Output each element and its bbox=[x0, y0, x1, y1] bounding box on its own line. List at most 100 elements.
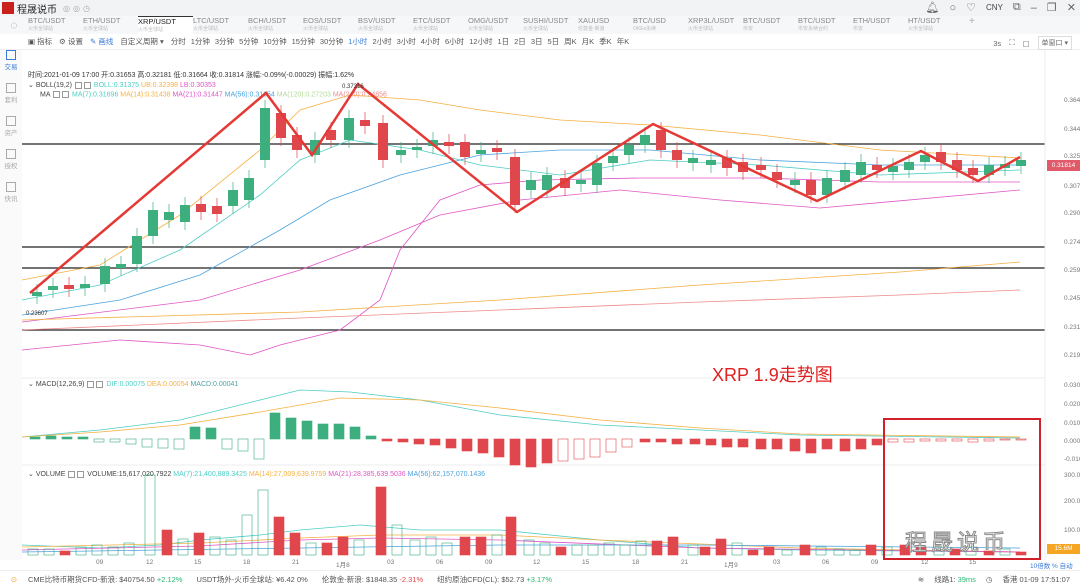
tab-eth-usdt[interactable]: ETH/USDT 火币全球站 bbox=[83, 16, 121, 33]
period-11[interactable]: 6小时 bbox=[444, 37, 465, 46]
tab-eos-usdt[interactable]: EOS/USDT 火币全球站 bbox=[303, 16, 342, 33]
boll-legend: ⌄ BOLL(19,2) BOLL:0.31375 UB:0.32398 LB:… bbox=[28, 81, 216, 89]
tab-ht-usdt[interactable]: HT/USDT 火币全球站 bbox=[908, 16, 941, 33]
price-tick: 0.24538 bbox=[1064, 295, 1080, 302]
window-mode-select[interactable]: 单窗口 ▾ bbox=[1037, 36, 1072, 50]
time-tick: 18 bbox=[243, 559, 251, 566]
volume-close-icon[interactable] bbox=[77, 470, 85, 478]
wifi-icon: ≋ bbox=[917, 575, 925, 584]
tab-eth-usdt[interactable]: ETH/USDT 币安 bbox=[853, 16, 891, 33]
time-tick: 06 bbox=[822, 559, 830, 566]
tab-xauusd[interactable]: XAUUSD 伦敦金-新浪 bbox=[578, 16, 610, 33]
ma-close-icon[interactable] bbox=[62, 91, 70, 98]
window-icon[interactable]: ▢ bbox=[1022, 38, 1030, 48]
period-14[interactable]: 2日 bbox=[514, 37, 526, 46]
currency-select[interactable]: CNY bbox=[986, 3, 1003, 12]
period-5[interactable]: 15分钟 bbox=[291, 37, 315, 46]
minimize-button[interactable]: – bbox=[1030, 1, 1037, 14]
ticker-item[interactable]: CME比特币期货CFD-新浪: $40754.50 +2.12% bbox=[28, 575, 183, 584]
time-tick: 21 bbox=[292, 559, 300, 566]
sidebar-item-2[interactable]: 资产 bbox=[0, 116, 22, 137]
restore-button[interactable]: ❐ bbox=[1046, 2, 1057, 14]
bell-icon[interactable]: 🔔︎ bbox=[925, 2, 940, 14]
ohlc-info: 时间:2021-01-09 17:00 开:0.31653 高:0.32181 … bbox=[28, 72, 355, 79]
indicators-button[interactable]: ▣ 指标 bbox=[28, 37, 53, 46]
tab-etc-usdt[interactable]: ETC/USDT 火币全球站 bbox=[413, 16, 451, 33]
tab-btc-usdt[interactable]: BTC/USDT 币安 bbox=[743, 16, 781, 33]
screenshot-icon[interactable]: ⧉ bbox=[1012, 1, 1021, 13]
tab-bch-usdt[interactable]: BCH/USDT 火币全球站 bbox=[248, 16, 287, 33]
settings-button[interactable]: ⚙ 设置 bbox=[59, 37, 83, 46]
period-8[interactable]: 2小时 bbox=[372, 37, 392, 46]
close-button[interactable]: ✕ bbox=[1066, 2, 1076, 14]
macd-tick: 0.03000 bbox=[1064, 382, 1080, 389]
ma-settings-icon[interactable] bbox=[53, 91, 61, 98]
volume-settings-icon[interactable] bbox=[68, 470, 76, 478]
period-2[interactable]: 3分钟 bbox=[214, 37, 235, 46]
tab-btc-usdt[interactable]: BTC/USDT 币安永续合约 bbox=[798, 16, 836, 33]
period-20[interactable]: 年K bbox=[616, 37, 630, 46]
clock-icon[interactable]: ◷ bbox=[82, 3, 90, 13]
period-16[interactable]: 5日 bbox=[547, 37, 560, 46]
tab-ltc-usdt[interactable]: LTC/USDT 火币全球站 bbox=[193, 16, 230, 33]
period-3[interactable]: 5分钟 bbox=[239, 37, 259, 46]
period-7[interactable]: 1小时 bbox=[348, 37, 368, 46]
chat-icon[interactable]: ○ bbox=[949, 1, 957, 14]
current-volume-tag: 15.6M bbox=[1047, 544, 1080, 554]
period-19[interactable]: 季K bbox=[599, 37, 612, 46]
custom-period-dropdown[interactable]: 自定义周期 ▾ bbox=[120, 37, 164, 46]
period-6[interactable]: 30分钟 bbox=[319, 37, 344, 46]
period-18[interactable]: 月K bbox=[581, 37, 595, 46]
period-17[interactable]: 周K bbox=[564, 37, 577, 46]
macd-tick: 0.00000 bbox=[1064, 438, 1080, 445]
axis-controls[interactable]: 10倍数 % 自动 bbox=[1030, 563, 1073, 570]
macd-close-icon[interactable] bbox=[96, 380, 104, 388]
period-13[interactable]: 1日 bbox=[497, 37, 510, 46]
symbol-tabs: ◌ BTC/USDT 火币全球站 ETH/USDT 火币全球站 XRP/USDT 火币全球… bbox=[0, 16, 1080, 34]
tab-bsv-usdt[interactable]: BSV/USDT 火币全球站 bbox=[358, 16, 396, 33]
shirt-icon[interactable]: ♡ bbox=[966, 2, 977, 14]
sidebar-item-3[interactable]: 授权 bbox=[0, 149, 22, 170]
ticker-item[interactable]: USDT场外-火币全球站: ¥6.42 0% bbox=[196, 575, 308, 584]
boll-close-icon[interactable] bbox=[83, 81, 91, 89]
app-title: 程晟说币 bbox=[17, 4, 57, 16]
price-tick: 0.36471 bbox=[1064, 97, 1080, 104]
macd-settings-icon[interactable] bbox=[87, 380, 95, 388]
period-4[interactable]: 10分钟 bbox=[263, 37, 287, 46]
tab-sushi-usdt[interactable]: SUSHI/USDT 火币全球站 bbox=[523, 16, 569, 33]
period-0[interactable]: 分时 bbox=[170, 37, 186, 46]
feedback-icon[interactable]: ⊙ bbox=[10, 575, 18, 584]
period-12[interactable]: 12小时 bbox=[469, 37, 493, 46]
draw-button[interactable]: ✎ 画线 bbox=[89, 37, 114, 46]
time-tick: 15 bbox=[582, 559, 590, 566]
tab-btc-usdt[interactable]: BTC/USDT 火币全球站 bbox=[28, 16, 66, 33]
sidebar-item-0[interactable]: 交易 bbox=[0, 50, 22, 71]
wechat-icon[interactable]: ◎ bbox=[72, 3, 80, 13]
price-tick: 0.34464 bbox=[1064, 126, 1080, 133]
tab-xrp3l-usdt[interactable]: XRP3L/USDT 火币全球站 bbox=[688, 16, 735, 33]
ma-legend: MA MA(7):0.31696 MA(14):0.31438 MA(21):0… bbox=[40, 91, 387, 99]
refresh-interval[interactable]: 3s bbox=[993, 38, 1002, 48]
sidebar-icon bbox=[6, 83, 16, 93]
add-tab-button[interactable]: + bbox=[969, 16, 975, 27]
period-15[interactable]: 3日 bbox=[530, 37, 543, 46]
tab-omg-usdt[interactable]: OMG/USDT 火币全球站 bbox=[468, 16, 509, 33]
tab-btc-usd[interactable]: BTC/USD OKEx永续 bbox=[633, 16, 666, 33]
period-9[interactable]: 3小时 bbox=[396, 37, 416, 46]
period-1[interactable]: 1分钟 bbox=[190, 37, 210, 46]
macd-legend: ⌄ MACD(12,26,9) DIF:0.00075 DEA:0.00054 … bbox=[28, 380, 239, 388]
ticker-item[interactable]: 纽约原油CFD(CL): $52.73 +3.17% bbox=[437, 575, 553, 584]
boll-settings-icon[interactable] bbox=[74, 81, 82, 89]
volume-tick: 300.00M bbox=[1064, 472, 1080, 479]
fullscreen-icon[interactable]: ⛶ bbox=[1009, 38, 1015, 47]
macd-tick: 0.02000 bbox=[1064, 401, 1080, 408]
period-10[interactable]: 4小时 bbox=[420, 37, 440, 46]
time-tick: 03 bbox=[387, 559, 395, 566]
weibo-icon[interactable]: ◎ bbox=[63, 3, 70, 13]
ticker-item[interactable]: 伦敦金-新浪: $1848.35 -2.31% bbox=[321, 575, 424, 584]
globe-icon[interactable]: ◌ bbox=[10, 18, 18, 32]
sidebar-item-1[interactable]: 套利 bbox=[0, 83, 22, 104]
sidebar-item-4[interactable]: 快讯 bbox=[0, 182, 22, 203]
tab-xrp-usdt[interactable]: XRP/USDT 火币全球站 bbox=[138, 16, 193, 34]
